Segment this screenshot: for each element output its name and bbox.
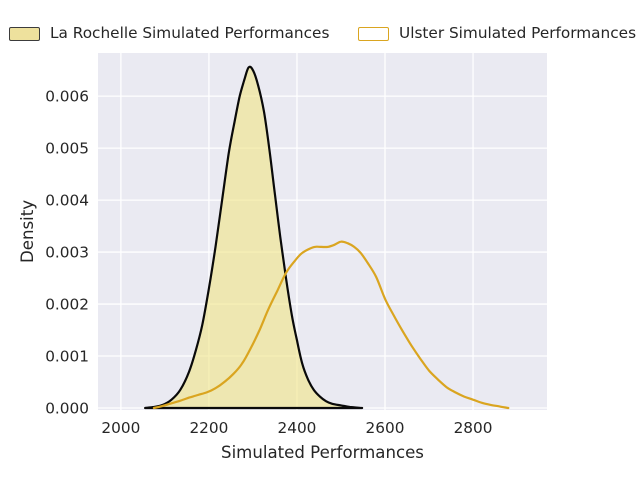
legend-label-ulster: Ulster Simulated Performances	[399, 24, 637, 42]
y-tick-label-0.005: 0.005	[45, 140, 89, 158]
x-tick-label-2000: 2000	[101, 419, 140, 437]
x-tick-label-2400: 2400	[277, 419, 316, 437]
legend-label-la-rochelle: La Rochelle Simulated Performances	[50, 24, 330, 42]
x-tick-label-2800: 2800	[454, 419, 493, 437]
la-rochelle-density-curve	[144, 65, 364, 410]
legend: La Rochelle Simulated Performances Ulste…	[0, 0, 640, 52]
ulster-density-curve	[152, 240, 510, 410]
x-tick-label-2200: 2200	[189, 419, 228, 437]
y-tick-label-0.002: 0.002	[45, 296, 89, 314]
y-tick-label-0.004: 0.004	[45, 192, 89, 210]
y-tick-label-0.006: 0.006	[45, 88, 89, 106]
y-tick-label-0.001: 0.001	[45, 348, 89, 366]
y-tick-label-0.000: 0.000	[45, 400, 89, 418]
legend-entry-la-rochelle: La Rochelle Simulated Performances	[9, 24, 330, 42]
x-axis-label: Simulated Performances	[221, 443, 424, 462]
la-rochelle-swatch-icon	[9, 26, 40, 41]
y-tick-label-0.003: 0.003	[45, 244, 89, 262]
plot-area	[98, 53, 547, 410]
x-tick-label-2600: 2600	[366, 419, 405, 437]
legend-entry-ulster: Ulster Simulated Performances	[358, 24, 637, 42]
ulster-swatch-icon	[358, 26, 389, 41]
y-axis-label: Density	[18, 200, 37, 263]
